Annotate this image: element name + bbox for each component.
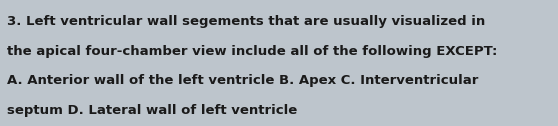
Text: the apical four-chamber view include all of the following EXCEPT:: the apical four-chamber view include all… [7,45,497,58]
Text: septum D. Lateral wall of left ventricle: septum D. Lateral wall of left ventricle [7,104,297,117]
Text: 3. Left ventricular wall segements that are usually visualized in: 3. Left ventricular wall segements that … [7,15,485,28]
Text: A. Anterior wall of the left ventricle B. Apex C. Interventricular: A. Anterior wall of the left ventricle B… [7,74,478,87]
